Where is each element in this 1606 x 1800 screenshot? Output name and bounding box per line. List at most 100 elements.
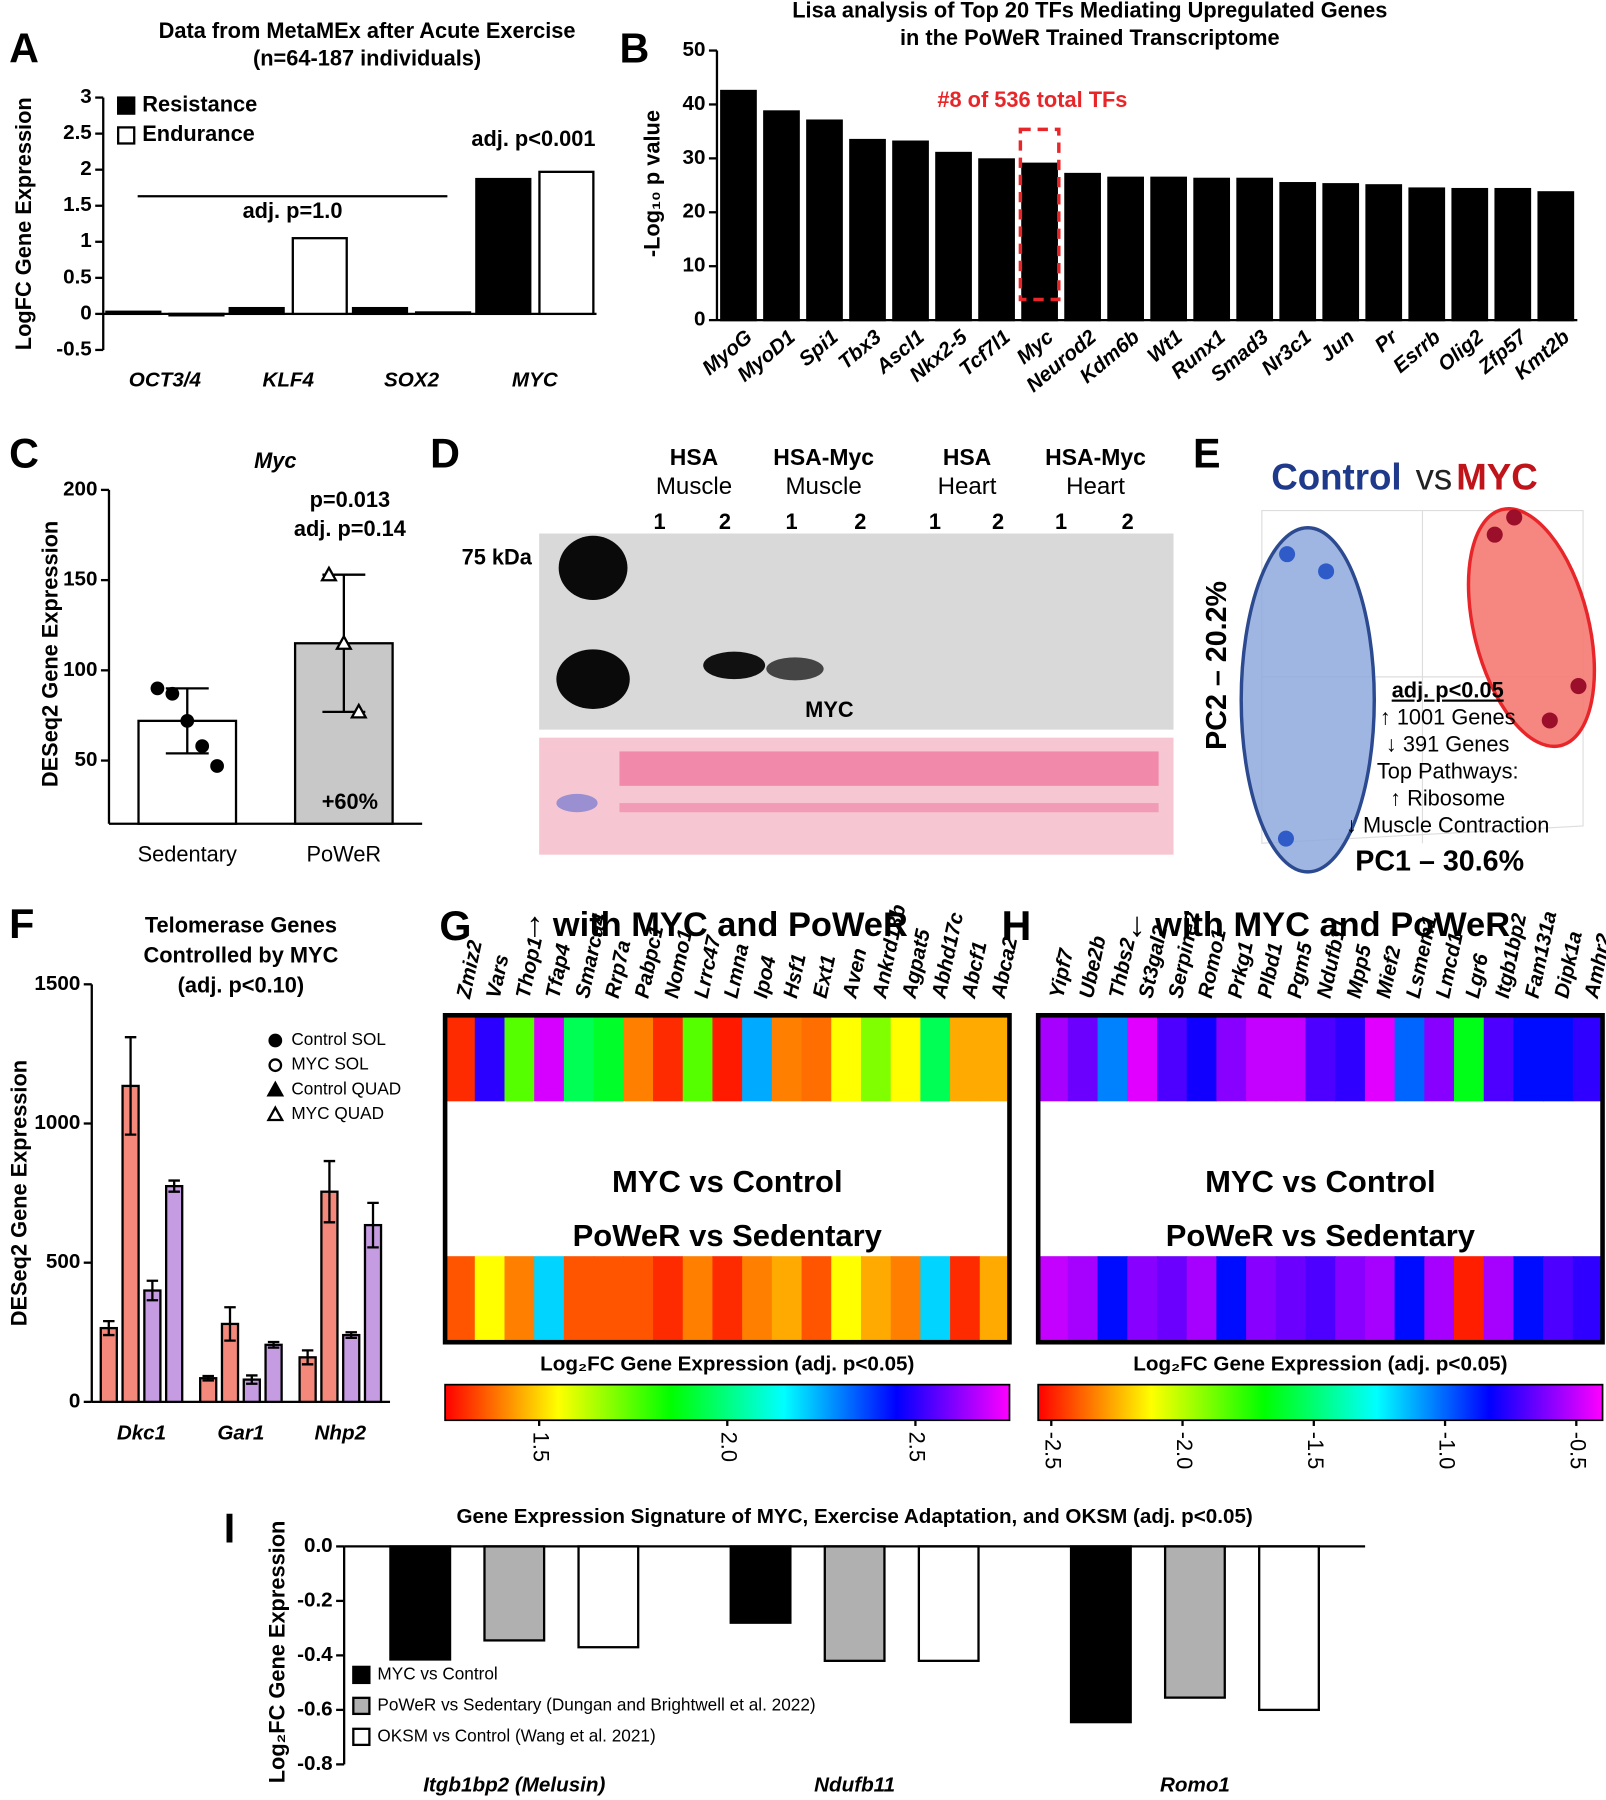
heatmap-cell xyxy=(445,1015,476,1102)
heatmap-cell xyxy=(1275,1015,1307,1102)
bar xyxy=(1193,177,1231,322)
heatmap-cell xyxy=(623,1015,654,1102)
chart-title: ↓ with MYC and PoWeR xyxy=(1128,906,1510,944)
bar xyxy=(342,1333,361,1404)
annotation: adj. p=1.0 xyxy=(243,198,343,223)
error-bar-line xyxy=(224,1306,236,1342)
heatmap-cell xyxy=(1572,1256,1604,1343)
heatmap-cell xyxy=(1424,1256,1455,1343)
point xyxy=(268,1033,283,1048)
lane-number: 1 xyxy=(785,509,797,534)
y-tick-label: 10 xyxy=(683,254,706,277)
ponceau-band xyxy=(619,803,1159,813)
heatmap-cell xyxy=(1364,1015,1396,1102)
y-tick-label: 0 xyxy=(69,1389,80,1412)
heatmap-cell xyxy=(1483,1256,1515,1343)
heatmap-cell xyxy=(1038,1256,1069,1343)
y-axis-label: DESeq2 Gene Expression xyxy=(37,521,62,787)
lane-number: 2 xyxy=(1122,509,1134,534)
lane-group-label: HSA-Myc xyxy=(1045,444,1146,470)
legend-label: Control SOL xyxy=(291,1029,386,1049)
heatmap-cell xyxy=(1216,1256,1247,1343)
x-tick-label: Jun xyxy=(1316,325,1359,366)
pca-note: Top Pathways: xyxy=(1377,758,1519,783)
bar xyxy=(806,119,843,322)
panel-letter: C xyxy=(9,431,39,477)
gene-label: Abcf1 xyxy=(957,939,992,1001)
heatmap-cell xyxy=(979,1256,1011,1343)
gene-label: Lgr6 xyxy=(1461,951,1493,1000)
y-tick-label: 0.0 xyxy=(304,1534,333,1557)
gene-label: Lmna xyxy=(720,942,754,1001)
heatmap-cell xyxy=(1067,1256,1099,1343)
colorbar-tick-label: -0.5 xyxy=(1566,1432,1591,1470)
colorbar-tick-label: -2.0 xyxy=(1172,1432,1197,1470)
myc-band xyxy=(703,651,766,680)
row-label: MYC vs Control xyxy=(1205,1164,1436,1199)
heatmap-cell xyxy=(1246,1256,1277,1343)
y-tick-label: 1.5 xyxy=(63,193,92,216)
bar xyxy=(483,1545,546,1642)
point xyxy=(268,1058,283,1073)
legend-swatch xyxy=(352,1696,371,1716)
pca-title: Control xyxy=(1271,456,1401,497)
heatmap-cell xyxy=(1335,1256,1366,1343)
pca-note: ↓ Muscle Contraction xyxy=(1346,812,1549,837)
heatmap-cell xyxy=(1246,1015,1277,1102)
x-tick-label: Nhp2 xyxy=(315,1421,367,1444)
point xyxy=(349,702,368,719)
heatmap-cell xyxy=(920,1256,951,1343)
error-bar-line xyxy=(301,1349,314,1366)
highlight-box xyxy=(1018,127,1061,302)
heatmap-cell xyxy=(593,1256,624,1343)
heatmap-cell xyxy=(1483,1015,1515,1102)
gene-label: Aven xyxy=(838,946,871,1001)
heatmap-cell xyxy=(1156,1015,1188,1102)
row-label: PoWeR vs Sedentary xyxy=(1166,1218,1476,1253)
y-tick-label: 20 xyxy=(683,200,706,223)
bar xyxy=(1322,183,1360,322)
pca-note: ↑ 1001 Genes xyxy=(1380,705,1516,730)
error-bar xyxy=(367,1201,379,1249)
gene-label: Mpp5 xyxy=(1342,942,1376,1000)
colorbar xyxy=(1037,1383,1604,1422)
pca-note: ↓ 391 Genes xyxy=(1386,731,1510,756)
heatmap-cell xyxy=(1067,1015,1099,1102)
heatmap-cell xyxy=(1543,1015,1574,1102)
lane-group-label: Muscle xyxy=(656,473,732,500)
heatmap-cell xyxy=(563,1015,595,1102)
chart-title: Telomerase Genes xyxy=(145,913,337,938)
bar xyxy=(917,1545,980,1662)
error-bar-line xyxy=(146,1279,159,1302)
bar xyxy=(1494,187,1532,322)
gene-label: Ext1 xyxy=(809,953,841,1000)
panel-letter: B xyxy=(619,26,649,72)
x-axis-label: PC1 – 30.6% xyxy=(1355,845,1524,877)
heatmap-cell xyxy=(474,1015,506,1102)
bar xyxy=(389,1545,452,1661)
error-bar-line xyxy=(323,1159,336,1224)
point xyxy=(266,1105,285,1122)
x-tick-label: SOX2 xyxy=(384,368,440,391)
heatmap-cell xyxy=(1275,1256,1307,1343)
y-tick-label: 30 xyxy=(683,146,706,169)
heatmap-cell xyxy=(504,1256,535,1343)
y-tick-label: 1500 xyxy=(34,972,80,995)
bar xyxy=(105,310,162,316)
chart-title: Myc xyxy=(254,448,296,473)
x-tick-label: MYC xyxy=(512,368,559,391)
heatmap-cell xyxy=(801,1015,832,1102)
lane-number: 2 xyxy=(719,509,731,534)
chart-title: Controlled by MYC xyxy=(143,943,338,968)
error-bar-line xyxy=(267,1340,280,1349)
heatmap-cell xyxy=(534,1256,565,1343)
heatmap-cell xyxy=(593,1015,624,1102)
point xyxy=(180,713,195,728)
gene-label: Ipo4 xyxy=(749,953,780,1000)
y-axis-label: Log₂FC Gene Expression xyxy=(265,1521,290,1784)
heatmap-cell xyxy=(445,1256,476,1343)
chart-title: ↑ with MYC and PoWeR xyxy=(526,906,908,944)
point xyxy=(335,634,353,650)
y-tick-label: -0.4 xyxy=(297,1643,333,1666)
y-tick-label: 200 xyxy=(63,477,97,500)
